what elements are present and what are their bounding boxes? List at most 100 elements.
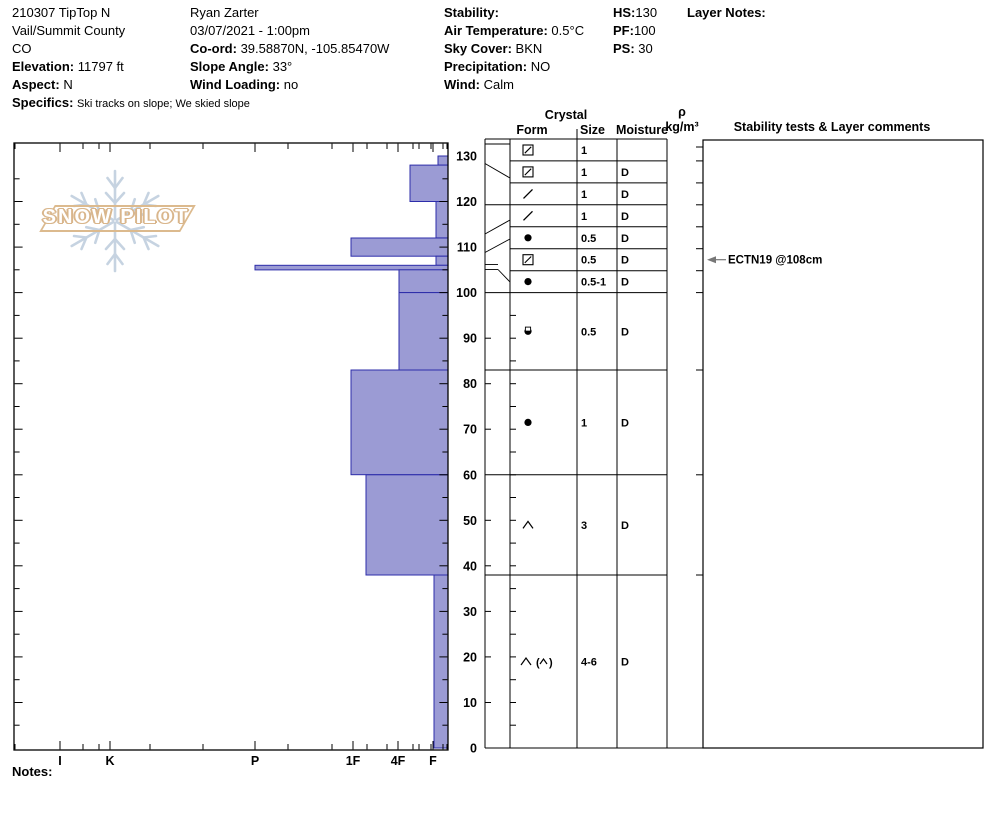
size-cell-9: 3 xyxy=(581,520,587,532)
depth-label-90: 90 xyxy=(463,332,477,346)
size-cell-3: 1 xyxy=(581,211,587,223)
hs-label: HS: xyxy=(613,5,636,20)
pit-title: 210307 TipTop N xyxy=(12,5,111,20)
layer-leader-lines xyxy=(484,143,511,283)
size-cell-7: 0.5 xyxy=(581,326,596,338)
moisture-cell-4: D xyxy=(621,233,629,245)
layer-bar-4 xyxy=(435,255,449,266)
moisture-cell-9: D xyxy=(621,520,629,532)
wind-loading-label: Wind Loading: xyxy=(190,77,281,92)
crystal-form-icon-slash xyxy=(523,210,533,221)
snowpilot-logo-text: SNOW PILOT xyxy=(42,206,190,228)
elevation-label: Elevation: xyxy=(12,59,75,74)
layer-bar-7 xyxy=(398,292,449,371)
size-cell-10: 4-6 xyxy=(581,657,597,669)
depth-label-100: 100 xyxy=(456,286,477,300)
specifics-label: Specifics: xyxy=(12,95,74,110)
pf-value: 100 xyxy=(633,23,656,38)
layer-notes-column: Layer Notes: xyxy=(687,4,766,22)
hardness-label-I: I xyxy=(58,754,61,768)
depth-label-30: 30 xyxy=(463,605,477,619)
hardness-bars xyxy=(254,155,449,749)
stability-label: Stability: xyxy=(444,5,499,20)
notes-label: Notes: xyxy=(12,764,53,779)
ps-label: PS: xyxy=(613,41,635,56)
depth-label-50: 50 xyxy=(463,514,477,528)
crystal-form-icon-square-slash xyxy=(522,166,534,178)
hardness-label-P: P xyxy=(251,754,259,768)
crystal-form-icon-dot xyxy=(524,418,532,426)
air-temp-label: Air Temperature: xyxy=(444,23,548,38)
svg-text:): ) xyxy=(549,657,553,669)
hardness-label-4F: 4F xyxy=(391,754,406,768)
coord-value: 39.58870N, -105.85470W xyxy=(240,41,390,56)
depth-label-120: 120 xyxy=(456,195,477,209)
observer-info-column: Ryan Zarter 03/07/2021 - 1:00pm Co-ord: … xyxy=(190,4,389,94)
layer-bar-9 xyxy=(365,474,449,576)
depth-label-130: 130 xyxy=(456,150,477,164)
hardness-label-1F: 1F xyxy=(346,754,361,768)
depth-label-110: 110 xyxy=(457,241,477,255)
moisture-cell-2: D xyxy=(621,189,629,201)
layer-bar-0 xyxy=(437,155,449,166)
size-cell-0: 1 xyxy=(581,145,587,157)
moisture-cell-6: D xyxy=(621,277,629,289)
size-cell-6: 0.5-1 xyxy=(581,277,606,289)
crystal-form-icon-square-slash xyxy=(522,254,534,266)
depth-label-20: 20 xyxy=(463,650,477,664)
sky-cover-label: Sky Cover: xyxy=(444,41,512,56)
air-temp-value: 0.5°C xyxy=(551,23,585,38)
axis-ticks xyxy=(14,143,448,750)
aspect-value: N xyxy=(63,77,73,92)
moisture-cell-1: D xyxy=(621,167,629,179)
size-cell-4: 0.5 xyxy=(581,233,596,245)
layer-table-rows: 1 1 D 1 D 1 D 0.5 D 0.5 D 0.5-1 D 0.5 D 1 D 3 D () 4-6 D xyxy=(520,144,629,669)
header-form: Form xyxy=(516,123,547,137)
crystal-form-icon-dot xyxy=(524,278,532,286)
slope-angle-label: Slope Angle: xyxy=(190,59,269,74)
hardness-axis-labels: I K P 1F 4F F xyxy=(58,754,437,768)
depth-label-0: 0 xyxy=(470,742,477,756)
moisture-cell-8: D xyxy=(621,417,629,429)
size-cell-8: 1 xyxy=(581,417,587,429)
layer-bar-1 xyxy=(409,164,449,203)
layer-bar-6 xyxy=(398,269,449,294)
wind-label: Wind: xyxy=(444,77,480,92)
header-crystal: Crystal xyxy=(545,108,587,122)
penetration-column: HS:130 PF:100 PS: 30 xyxy=(613,4,657,58)
layer-bar-3 xyxy=(350,237,449,257)
svg-text:(: ( xyxy=(536,657,540,669)
moisture-cell-5: D xyxy=(621,255,629,267)
depth-label-70: 70 xyxy=(463,423,477,437)
size-cell-2: 1 xyxy=(581,189,587,201)
depth-label-40: 40 xyxy=(463,559,477,573)
crystal-form-icon-caret-paren: () xyxy=(520,656,553,669)
crystal-form-icon-caret xyxy=(522,520,534,529)
layer-bar-5 xyxy=(254,264,449,271)
crystal-form-icon-slash xyxy=(523,188,533,199)
slope-angle-value: 33° xyxy=(272,59,293,74)
header-rho-unit: kg/m³ xyxy=(665,120,698,134)
wind-value: Calm xyxy=(483,77,514,92)
elevation-value: 11797 ft xyxy=(77,59,124,74)
aspect-label: Aspect: xyxy=(12,77,60,92)
size-cell-5: 0.5 xyxy=(581,255,596,267)
pit-state: CO xyxy=(12,41,32,56)
size-cell-1: 1 xyxy=(581,167,587,179)
stability-test-annotation: ECTN19 @108cm xyxy=(707,255,822,267)
layer-notes-label: Layer Notes: xyxy=(687,5,766,20)
pit-info-column: 210307 TipTop N Vail/Summit County CO El… xyxy=(12,4,250,113)
precipitation-value: NO xyxy=(530,59,551,74)
precipitation-label: Precipitation: xyxy=(444,59,528,74)
header-moisture: Moisture xyxy=(616,123,668,137)
conditions-column: Stability: Air Temperature: 0.5°C Sky Co… xyxy=(444,4,584,94)
header-rho: ρ xyxy=(678,105,686,119)
depth-label-60: 60 xyxy=(463,468,477,482)
pit-region: Vail/Summit County xyxy=(12,23,126,38)
hs-value: 130 xyxy=(635,5,658,20)
coord-label: Co-ord: xyxy=(190,41,237,56)
specifics-value: Ski tracks on slope; We skied slope xyxy=(77,98,250,110)
